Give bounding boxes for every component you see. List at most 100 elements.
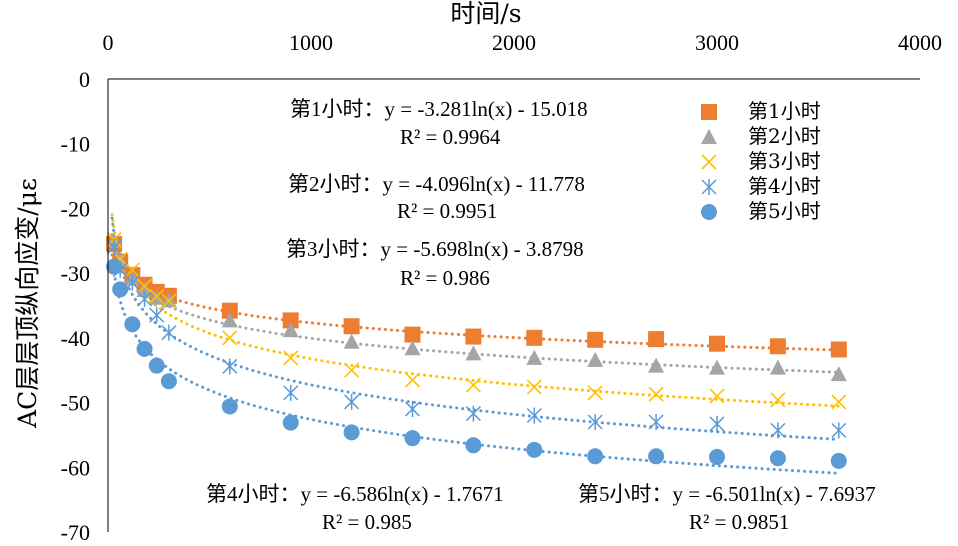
y-tick-labels: 0 -10 -20 -30 -40 -50 -60 -70 [61, 67, 90, 545]
point-series-5 [282, 414, 299, 431]
point-series-2 [587, 351, 604, 367]
y-tick-label: -70 [61, 520, 90, 545]
point-series-2 [830, 366, 847, 382]
axes [107, 78, 920, 532]
point-series-5 [769, 450, 786, 467]
point-series-5 [465, 437, 482, 454]
point-series-5 [221, 398, 238, 415]
point-series-1 [343, 318, 360, 335]
legend-label-series-4: 第4小时 [748, 174, 821, 198]
point-series-5 [587, 448, 604, 465]
x-tick-labels: 0 1000 2000 3000 4000 [103, 30, 943, 55]
point-series-4 [137, 291, 153, 308]
point-series-4 [149, 307, 165, 324]
y-tick-label: 0 [79, 67, 90, 92]
point-series-1 [221, 302, 238, 319]
point-series-2 [282, 322, 299, 338]
point-series-5 [148, 357, 165, 374]
r2-series-3: R² = 0.986 [400, 266, 490, 290]
point-series-2 [769, 359, 786, 375]
point-series-3 [136, 278, 153, 294]
point-series-5 [709, 448, 725, 465]
point-series-4 [587, 413, 603, 430]
equation-series-1: 第1小时：y = -3.281ln(x) - 15.018 [290, 97, 588, 121]
point-series-3 [648, 386, 664, 402]
r2-series-4: R² = 0.985 [322, 510, 412, 534]
point-series-5 [830, 452, 847, 469]
point-series-2 [221, 312, 238, 328]
point-series-3 [465, 377, 481, 393]
point-series-4 [344, 393, 360, 410]
point-series-1 [526, 329, 543, 346]
r2-series-2: R² = 0.9951 [397, 199, 497, 223]
point-series-5 [160, 373, 177, 390]
r2-series-1: R² = 0.9964 [400, 125, 501, 149]
point-series-2 [404, 340, 421, 356]
point-series-3 [587, 385, 603, 401]
point-series-3 [283, 350, 299, 366]
point-series-4 [770, 422, 786, 439]
legend-marker-shape [701, 179, 717, 195]
point-series-1 [282, 312, 299, 329]
equation-series-5: 第5小时：y = -6.501ln(x) - 7.6937 [578, 482, 876, 506]
point-series-5 [106, 258, 123, 275]
point-series-1 [830, 341, 847, 358]
legend-marker-series-1 [701, 104, 717, 120]
equation-series-2: 第2小时：y = -4.096ln(x) - 11.778 [288, 172, 585, 196]
point-series-3 [709, 388, 725, 404]
point-series-2 [465, 345, 482, 361]
equation-series-3: 第3小时：y = -5.698ln(x) - 3.8798 [286, 237, 584, 261]
point-series-1 [404, 326, 421, 343]
point-series-3 [770, 392, 786, 408]
y-axis-title: AC层层顶纵向应变/με [13, 178, 42, 429]
point-series-1 [769, 338, 786, 355]
data-points [106, 231, 847, 469]
legend-marker-shape [701, 154, 717, 170]
point-series-4 [648, 413, 664, 430]
legend-marker-shape [701, 204, 717, 220]
point-series-3 [222, 330, 238, 346]
x-tick-label: 0 [103, 30, 114, 55]
point-series-3 [149, 288, 165, 305]
point-series-5 [136, 340, 153, 357]
point-series-3 [526, 379, 542, 395]
legend-label-series-2: 第2小时 [748, 124, 821, 148]
point-series-1 [465, 328, 482, 345]
point-series-3 [831, 394, 847, 410]
y-tick-label: -50 [61, 391, 90, 416]
point-series-2 [648, 357, 665, 373]
x-tick-label: 4000 [898, 30, 942, 55]
y-tick-label: -30 [61, 261, 90, 286]
point-series-4 [106, 239, 122, 256]
y-tick-label: -40 [61, 326, 90, 351]
point-series-3 [124, 262, 140, 278]
y-tick-label: -10 [61, 132, 90, 157]
point-series-3 [161, 293, 177, 309]
point-series-2 [526, 349, 543, 365]
legend-label-series-1: 第1小时 [748, 99, 821, 123]
x-axis-title: 时间/s [450, 0, 521, 28]
point-series-4 [831, 422, 847, 439]
r2-series-5: R² = 0.9851 [689, 510, 789, 534]
point-series-5 [526, 441, 543, 458]
point-series-2 [709, 359, 725, 375]
legend: 第1小时 第2小时 第3小时 第4小时 第5小时 [701, 99, 821, 223]
equation-series-4: 第4小时：y = -6.586ln(x) - 1.7671 [206, 482, 504, 506]
legend-label-series-5: 第5小时 [748, 199, 821, 223]
legend-marker-series-2 [701, 129, 717, 144]
point-series-5 [404, 430, 421, 447]
point-series-3 [344, 362, 360, 378]
point-series-4 [404, 401, 421, 418]
point-series-3 [404, 372, 421, 388]
legend-marker-series-3 [701, 154, 717, 170]
point-series-5 [648, 448, 665, 465]
point-series-1 [648, 331, 665, 348]
y-tick-label: -60 [61, 455, 90, 480]
point-series-1 [587, 331, 604, 348]
point-series-4 [222, 358, 238, 375]
legend-marker-series-4 [701, 179, 717, 195]
legend-marker-series-5 [701, 204, 717, 220]
point-series-4 [161, 324, 177, 341]
